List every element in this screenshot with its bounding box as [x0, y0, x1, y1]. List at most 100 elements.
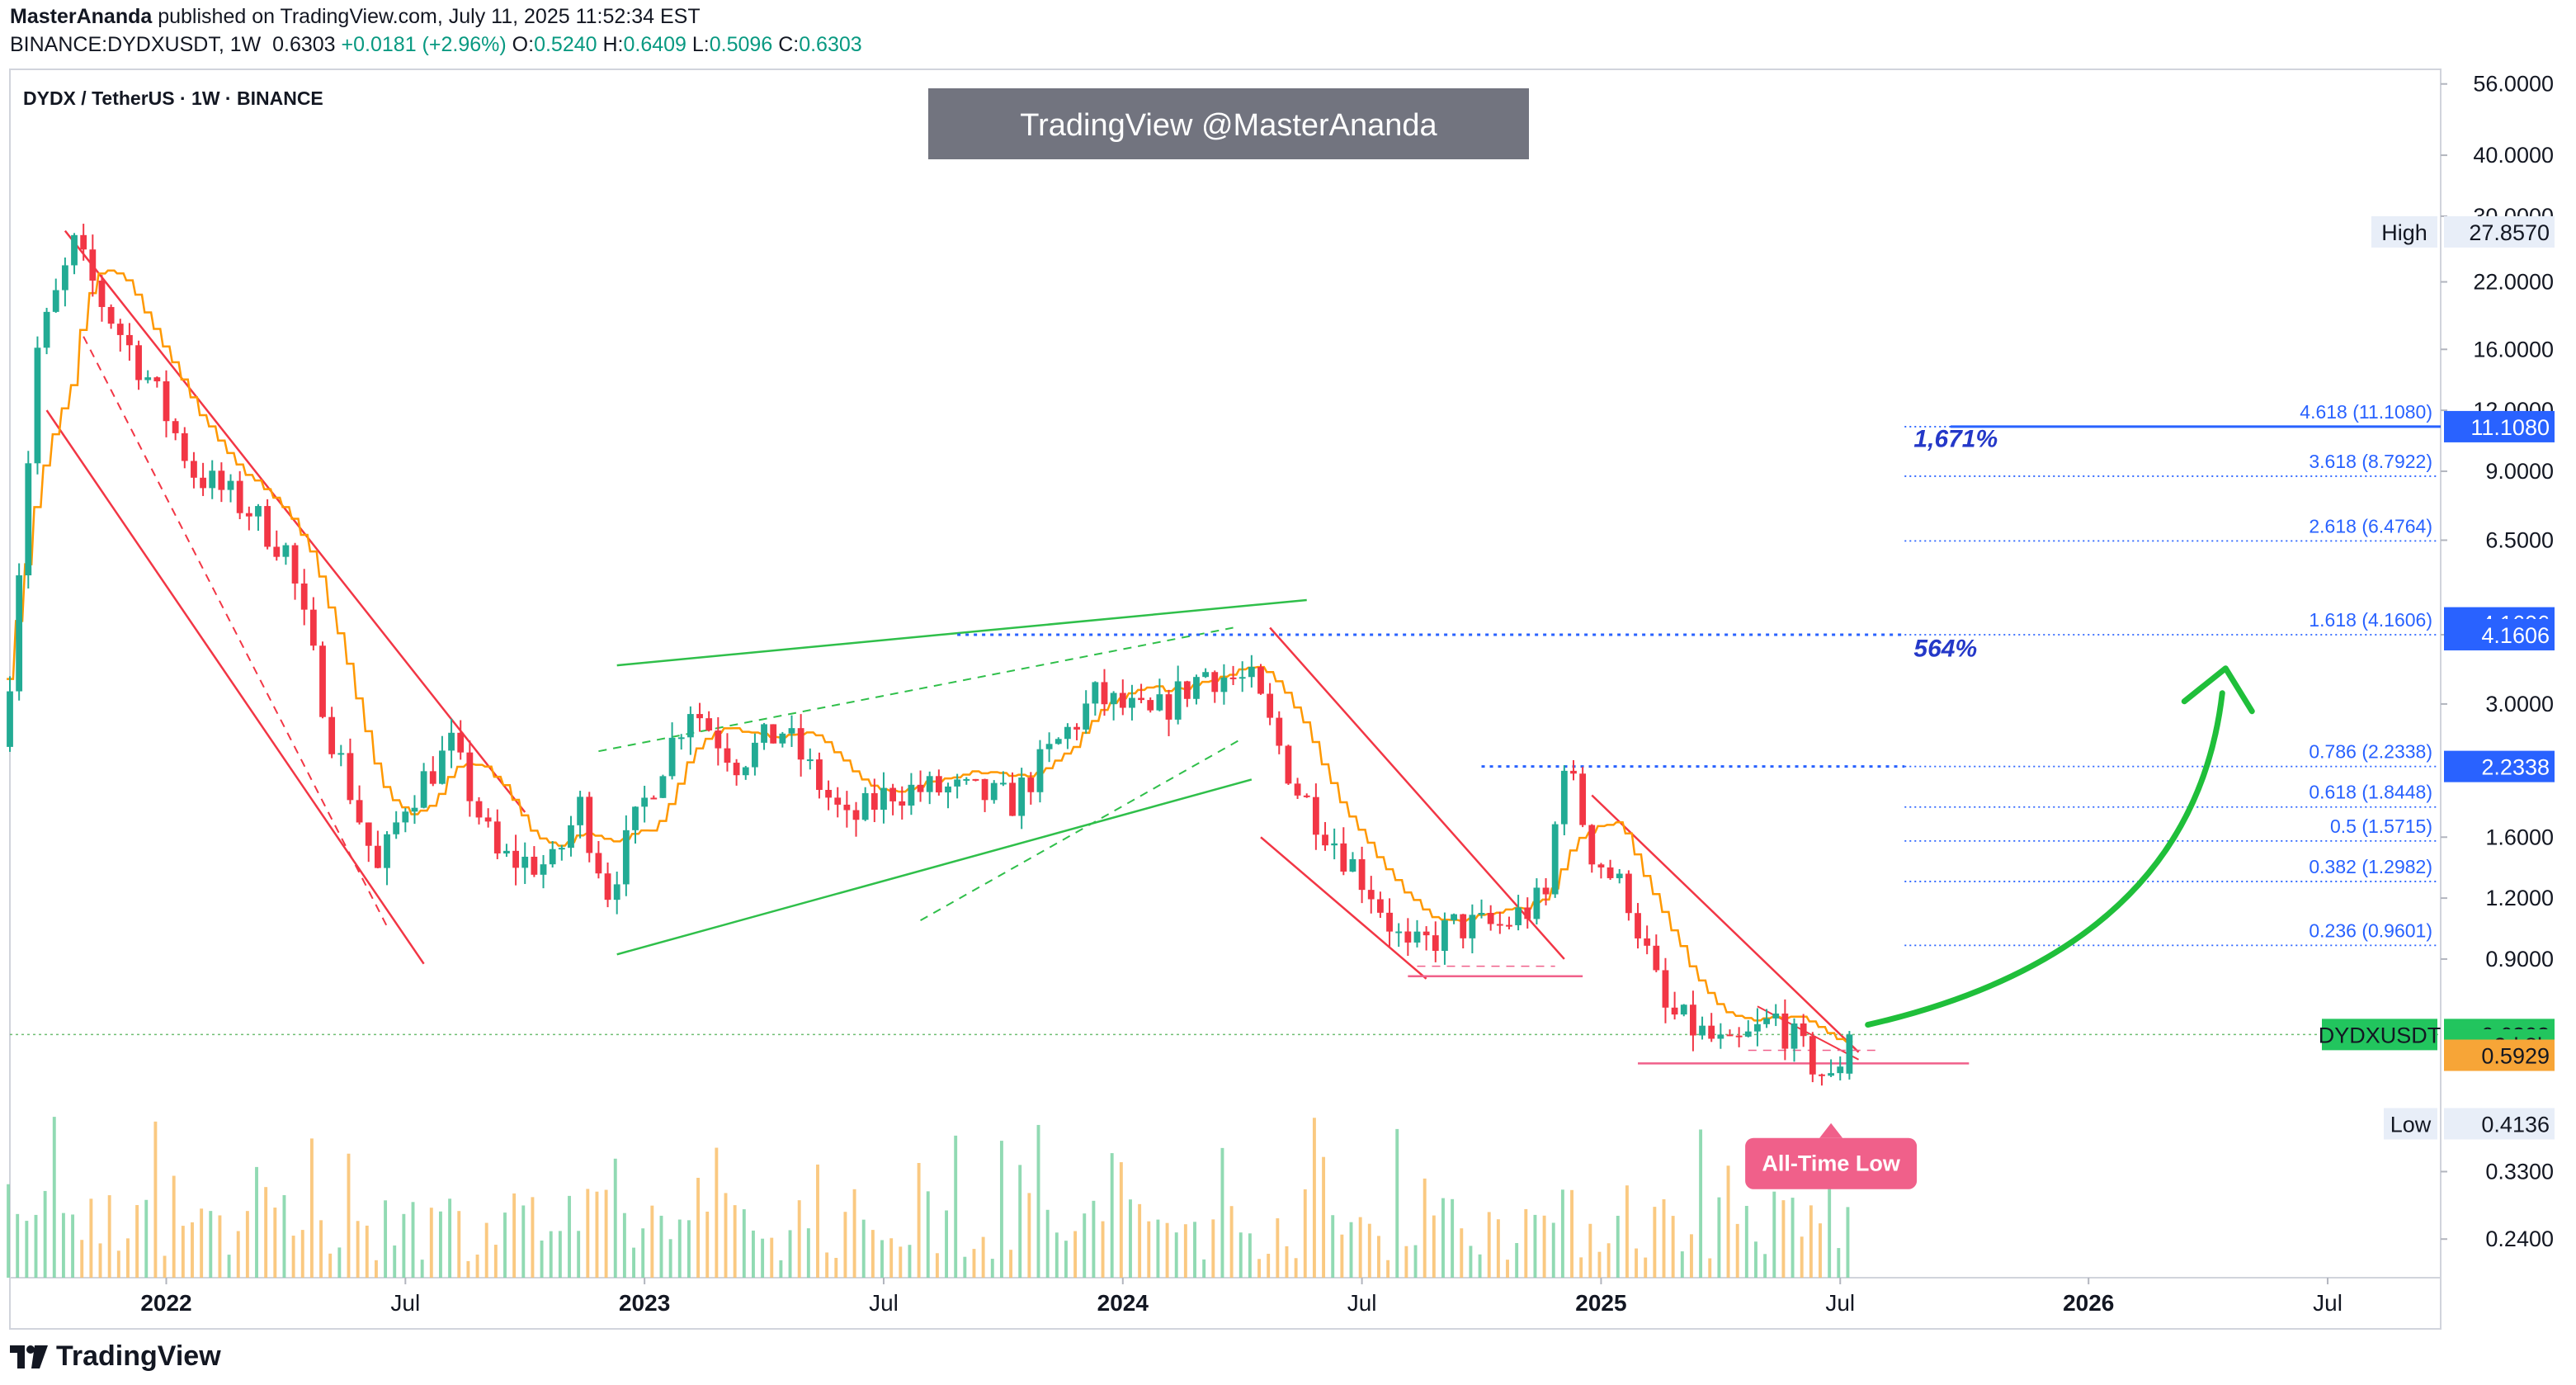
candle-body: [429, 771, 436, 784]
symbol-interval: BINANCE:DYDXUSDT, 1W: [10, 33, 262, 56]
volume-bar: [1717, 1197, 1721, 1278]
candle-body: [116, 324, 124, 335]
candle-body: [1386, 912, 1393, 932]
volume-bar: [420, 1260, 424, 1278]
volume-bar: [797, 1200, 801, 1278]
candle-body: [420, 771, 427, 808]
volume-bar: [1386, 1260, 1390, 1278]
candle-body: [549, 848, 556, 865]
volume-bar: [1635, 1248, 1639, 1278]
volume-bar: [245, 1211, 249, 1278]
chart-title: DYDX / TetherUS · 1W · BINANCE: [23, 87, 323, 109]
volume-bar: [1294, 1258, 1298, 1278]
candles[interactable]: [7, 224, 1853, 1086]
candle-body: [337, 753, 345, 755]
candle-body: [457, 732, 465, 753]
volume-bar: [1156, 1219, 1160, 1278]
volume-bar: [1101, 1221, 1105, 1278]
candle-body: [1735, 1035, 1743, 1038]
volume-bar: [1229, 1206, 1234, 1278]
volume-bar: [328, 1253, 333, 1278]
price-tick-label: 3.0000: [2485, 692, 2554, 716]
uptrend-lower: [616, 778, 1253, 956]
volume-bar: [1680, 1251, 1684, 1278]
price-tick-label: 40.0000: [2473, 143, 2554, 168]
volume-bar: [954, 1135, 958, 1278]
candle-body: [1579, 773, 1587, 825]
volume-bar: [1358, 1217, 1362, 1278]
volume-bar: [1276, 1218, 1280, 1278]
candle-body: [98, 280, 106, 307]
volume-bar: [1257, 1259, 1261, 1278]
volume-bar: [1018, 1165, 1022, 1278]
candle-body: [1680, 1004, 1687, 1015]
volume-bar: [1441, 1198, 1445, 1278]
downtrend2-upper: [1269, 626, 1565, 960]
candle-body: [1708, 1025, 1715, 1039]
candle-body: [696, 714, 703, 719]
candle-body: [282, 545, 290, 557]
volume-bar: [632, 1247, 635, 1278]
candle-body: [1606, 867, 1614, 878]
candle-body: [659, 776, 667, 798]
candle-body: [797, 728, 804, 760]
volume-bar: [908, 1245, 912, 1278]
volume-bar: [1588, 1223, 1592, 1278]
volume-bar: [659, 1215, 663, 1278]
volume-bar: [466, 1260, 470, 1278]
price-tick-label: 9.0000: [2485, 459, 2554, 484]
candle-body: [7, 691, 13, 747]
volume-bar: [475, 1254, 479, 1278]
volume-bar: [825, 1252, 829, 1278]
axis-price-value: 0.5929: [2481, 1044, 2550, 1069]
candle-body: [144, 377, 152, 381]
tradingview-footer[interactable]: TradingView: [10, 1340, 221, 1373]
close-value: 0.6303: [799, 33, 862, 56]
candle-body: [1699, 1025, 1706, 1036]
volume-bar: [1036, 1124, 1040, 1278]
volume-bar: [990, 1259, 994, 1278]
fib-label: 3.618 (8.7922): [2309, 451, 2432, 472]
author-name[interactable]: MasterAnanda: [10, 5, 153, 28]
candle-body: [356, 800, 363, 823]
volume-bar: [1129, 1199, 1132, 1278]
volume-bar: [1312, 1118, 1316, 1278]
candle-body: [622, 830, 630, 885]
price-axis[interactable]: 56.000040.000030.000022.000016.000012.00…: [2441, 72, 2554, 1251]
time-tick-label: 2026: [2063, 1290, 2114, 1316]
downtrend-lower: [45, 409, 425, 965]
time-axis[interactable]: 2022 Jul 2023 Jul 2024 Jul 2025 Jul 2026 Jul: [140, 1278, 2342, 1316]
downtrend-upper: [64, 229, 526, 813]
axis-price-name: High: [2381, 220, 2427, 245]
ma-line: [7, 269, 1853, 1043]
candle-body: [1110, 692, 1117, 705]
candle-body: [1009, 782, 1016, 816]
volume-bar: [1220, 1147, 1224, 1278]
candle-body: [153, 377, 161, 381]
atl-label: All-Time Low: [1762, 1151, 1901, 1176]
volume-bar: [586, 1189, 590, 1278]
candle-body: [540, 864, 547, 875]
volume-bar: [889, 1238, 894, 1278]
candle-body: [1036, 749, 1044, 792]
volume-bar: [1625, 1185, 1629, 1278]
volume-bar: [107, 1195, 111, 1278]
volume-bar: [1542, 1215, 1546, 1278]
fib-label: 0.786 (2.2338): [2309, 741, 2432, 763]
candle-body: [264, 506, 271, 547]
volume-bar: [493, 1245, 498, 1278]
volume-bar: [1083, 1213, 1087, 1278]
candle-body: [493, 821, 501, 853]
volume-bar: [568, 1195, 571, 1278]
volume-bar: [1744, 1206, 1748, 1278]
volume-bar: [1735, 1223, 1739, 1278]
volume-bar: [144, 1199, 149, 1278]
volume-bar: [374, 1260, 378, 1278]
axis-price-tag: [2444, 750, 2555, 782]
volume-bar: [319, 1220, 323, 1278]
fib-label: 1.618 (4.1606): [2309, 609, 2432, 631]
time-tick-label: 2022: [140, 1290, 191, 1316]
candle-body: [1211, 672, 1219, 692]
fib-label: 0.618 (1.8448): [2309, 782, 2432, 803]
